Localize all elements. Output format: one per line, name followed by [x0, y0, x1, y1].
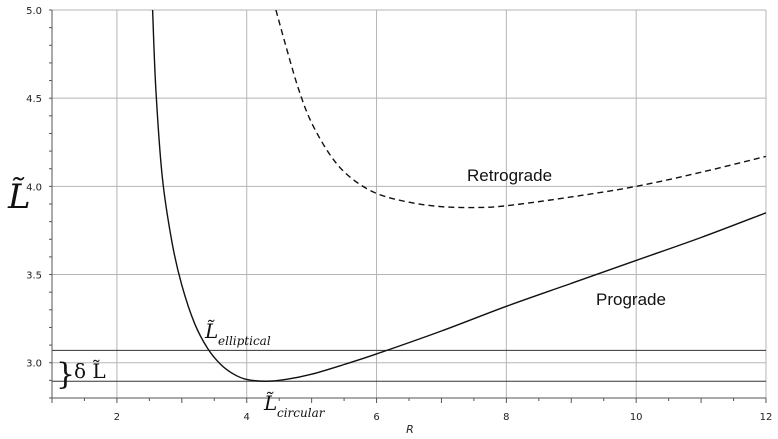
y-tick-label: 4.5 — [26, 94, 42, 105]
circular-symbol: L̃ — [263, 391, 277, 415]
y-tick-label: 4.0 — [26, 182, 42, 193]
circular-subscript: circular — [277, 406, 326, 420]
retrograde-label: Retrograde — [467, 166, 552, 185]
x-tick-label: 2 — [114, 412, 120, 423]
series-line-prograde — [151, 9, 767, 382]
delta-brace: } — [56, 357, 75, 392]
reference-lines — [52, 349, 766, 382]
ticks: 2 4 6 8 10 12 3.0 3.5 4.0 4.5 5.0 — [26, 6, 772, 423]
elliptical-annotation: L̃ elliptical — [204, 319, 271, 348]
x-tick-label: 10 — [630, 412, 643, 423]
elliptical-subscript: elliptical — [218, 334, 271, 348]
series-line-retrograde — [275, 9, 767, 209]
x-tick-label: 4 — [244, 412, 250, 423]
circular-annotation: L̃ circular — [263, 391, 326, 420]
y-tick-label: 5.0 — [26, 6, 42, 17]
grid — [52, 9, 767, 398]
x-tick-label: 8 — [503, 412, 509, 423]
delta-label: δ L̃ — [74, 359, 106, 383]
delta-annotation: } δ L̃ — [56, 357, 106, 392]
y-tick-label: 3.0 — [26, 359, 42, 370]
y-axis-label: L̃ — [7, 177, 31, 217]
axes — [51, 10, 766, 399]
x-axis-label: R — [406, 423, 414, 436]
prograde-label: Prograde — [596, 290, 666, 309]
elliptical-symbol: L̃ — [204, 319, 218, 343]
x-tick-label: 6 — [373, 412, 379, 423]
series-group — [151, 9, 767, 382]
y-tick-label: 3.5 — [26, 271, 42, 282]
x-tick-label: 12 — [760, 412, 773, 423]
